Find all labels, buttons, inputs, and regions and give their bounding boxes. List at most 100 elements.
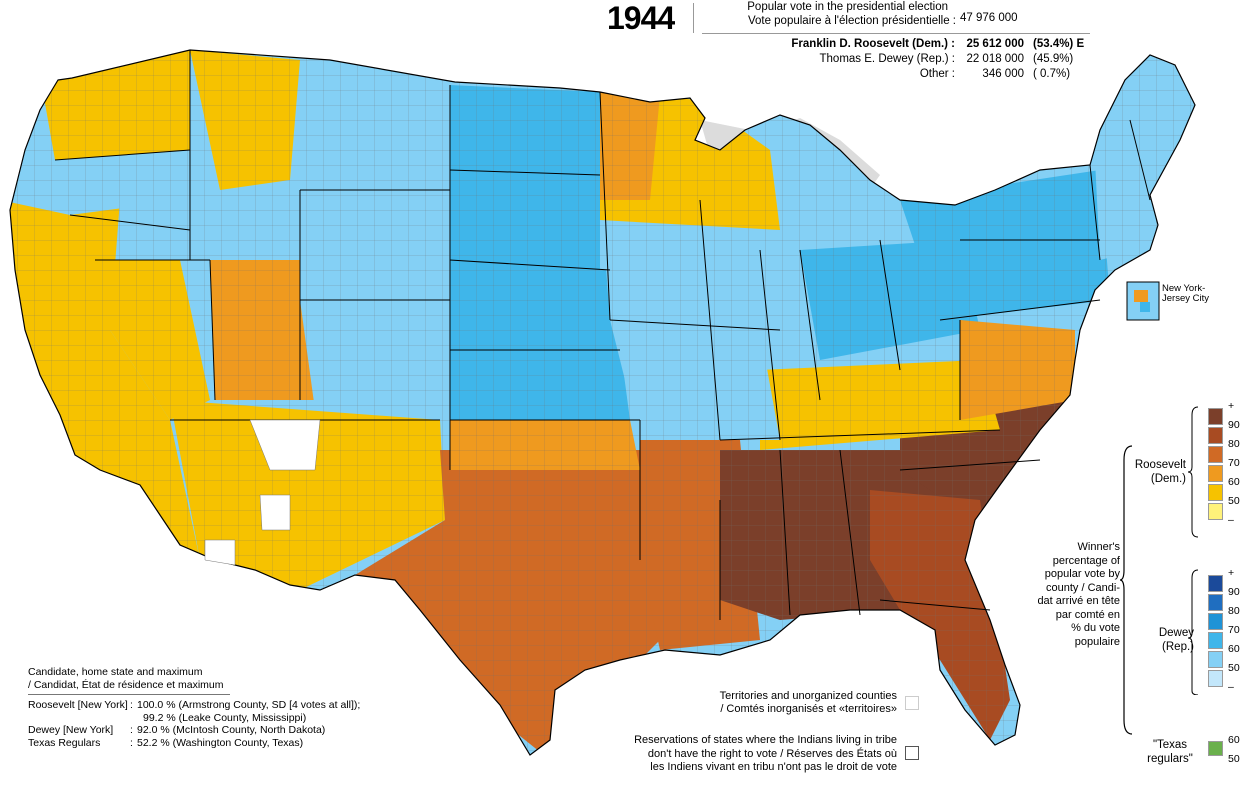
legend-caption-line: dat arrivé en tête <box>1037 595 1120 607</box>
maximum-value: 52.2 % (Washington County, Texas) <box>137 736 304 749</box>
result-votes: 25 612 000 <box>966 38 1024 50</box>
dewey-swatch <box>1208 670 1223 687</box>
roosevelt-legend-name: Roosevelt (Dem.) <box>1130 458 1186 486</box>
reservations-note: Reservations of states where the Indians… <box>560 734 897 775</box>
inset-label-line1: New York- <box>1162 283 1206 294</box>
reservations-note-line2: don't have the right to vote / Réserves … <box>647 747 897 760</box>
roosevelt-swatch <box>1208 446 1223 463</box>
dewey-swatch <box>1208 594 1223 611</box>
state-borders <box>54 50 1151 620</box>
maximum-value: 99.2 % (Leake County, Mississippi) <box>143 711 307 724</box>
maximum-value: 92.0 % (McIntosh County, North Dakota) <box>137 724 326 736</box>
dewey-tick: 70 <box>1228 624 1240 636</box>
roosevelt-swatch <box>1208 408 1223 425</box>
roosevelt-swatch <box>1208 465 1223 482</box>
result-row: Thomas E. Dewey (Rep.) : 22 018 000 (45.9%… <box>700 53 1100 68</box>
roosevelt-tick: 60 <box>1228 476 1240 488</box>
election-year: 1944 <box>607 0 675 36</box>
result-candidate: Thomas E. Dewey (Rep.) : <box>819 53 955 65</box>
reservations-note-line3: les Indiens vivant en tribu n'ont pas le… <box>650 761 897 773</box>
maximum-separator: : <box>130 699 133 711</box>
dewey-name-line1: Dewey <box>1158 627 1194 639</box>
roosevelt-tick: 80 <box>1228 438 1240 450</box>
legend-caption: Winner's percentage of popular vote by coun… <box>1010 541 1120 649</box>
roosevelt-tick: – <box>1228 514 1234 526</box>
roosevelt-swatch <box>1208 484 1223 501</box>
maximum-heading-line2: / Candidat, État de résidence et maximum <box>28 678 224 691</box>
dewey-tick: – <box>1228 681 1234 693</box>
maximum-separator: : <box>130 724 133 736</box>
result-candidate: Other : <box>919 68 955 80</box>
dewey-tick: + <box>1228 567 1235 579</box>
legend-caption-line: populaire <box>1074 635 1120 648</box>
result-row: Franklin D. Roosevelt (Dem.) : 25 612 000… <box>700 38 1100 53</box>
texas-regulars-tick: 50 <box>1228 753 1240 765</box>
result-votes: 22 018 000 <box>966 53 1024 65</box>
result-candidate: Franklin D. Roosevelt (Dem.) : <box>791 38 955 50</box>
roosevelt-tick: + <box>1228 400 1235 412</box>
party-braces <box>1188 406 1199 695</box>
territories-note: Territories and unorganized counties / C… <box>580 690 897 716</box>
legend-caption-line: percentage of <box>1052 554 1120 567</box>
legend-braces <box>1120 445 1133 735</box>
reservations-swatch <box>905 746 919 760</box>
result-row: Other : 346 000 ( 0.7%) <box>700 68 1100 83</box>
maximum-row: Roosevelt [New York]:100.0 % (Armstrong … <box>28 699 388 712</box>
dewey-legend-name: Dewey (Rep.) <box>1130 626 1194 654</box>
maximum-row: 99.2 % (Leake County, Mississippi) <box>28 712 388 725</box>
popular-vote-label-fr: Vote populaire à l'élection présidentiel… <box>747 15 956 27</box>
roosevelt-swatch <box>1208 427 1223 444</box>
maximum-row: Texas Regulars:52.2 % (Washington County… <box>28 737 388 750</box>
dewey-tick: 90 <box>1228 586 1240 598</box>
maximum-rule <box>28 694 230 695</box>
maximum-candidate: Texas Regulars <box>28 736 101 749</box>
legend-caption-line: par comté en <box>1055 608 1120 621</box>
texas-name-line1: "Texas <box>1152 739 1188 751</box>
texas-name-line2: regulars" <box>1147 753 1193 765</box>
legend-caption-line: % du vote <box>1071 622 1120 634</box>
territories-note-line2: / Comtés inorganisés et «territoires» <box>720 703 897 715</box>
maximum-value: 100.0 % (Armstrong County, SD [4 votes a… <box>137 699 361 711</box>
dewey-tick: 60 <box>1228 643 1240 655</box>
dewey-tick: 50 <box>1228 662 1240 674</box>
popular-vote-total: 47 976 000 <box>960 12 1018 24</box>
result-percent: (53.4%) E <box>1033 38 1085 50</box>
dewey-swatch <box>1208 575 1223 592</box>
territories-note-line1: Territories and unorganized counties <box>719 690 897 702</box>
maximum-candidate: Dewey [New York] <box>28 724 114 736</box>
legend-caption-line: popular vote by <box>1044 568 1120 580</box>
texas-regulars-legend-name: "Texas regulars" <box>1140 738 1200 766</box>
reservations-note-line1: Reservations of states where the Indians… <box>634 734 897 746</box>
result-percent: ( 0.7%) <box>1033 68 1071 80</box>
texas-regulars-swatch <box>1208 741 1223 756</box>
maximum-heading: Candidate, home state and maximum / Cand… <box>28 666 348 691</box>
dewey-swatch <box>1208 632 1223 649</box>
dewey-swatch <box>1208 613 1223 630</box>
year-divider <box>693 3 694 33</box>
legend-caption-line: county / Candi- <box>1046 581 1120 594</box>
inset-label: New York- Jersey City <box>1162 284 1209 304</box>
texas-regulars-tick: 60 <box>1228 734 1240 746</box>
maximum-row: Dewey [New York]:92.0 % (McIntosh County… <box>28 724 388 737</box>
maximum-candidate: Roosevelt [New York] <box>28 699 128 711</box>
popular-vote-label-en: Popular vote in the presidential electio… <box>747 1 948 13</box>
result-votes: 346 000 <box>982 68 1024 80</box>
header-rule <box>702 33 1090 34</box>
roosevelt-swatch <box>1208 503 1223 520</box>
dewey-name-line2: (Rep.) <box>1162 641 1194 653</box>
inset-label-line2: Jersey City <box>1162 293 1209 304</box>
roosevelt-name-line1: Roosevelt <box>1134 459 1186 471</box>
roosevelt-name-line2: (Dem.) <box>1150 473 1186 485</box>
dewey-swatch <box>1208 651 1223 668</box>
unorganized-areas <box>204 419 321 566</box>
roosevelt-tick: 70 <box>1228 457 1240 469</box>
roosevelt-tick: 90 <box>1228 419 1240 431</box>
maximum-separator: : <box>130 736 133 749</box>
dewey-tick: 80 <box>1228 605 1240 617</box>
territories-swatch <box>905 696 919 710</box>
result-percent: (45.9%) <box>1033 53 1074 65</box>
legend-caption-line: Winner's <box>1077 541 1120 553</box>
maximum-heading-line1: Candidate, home state and maximum <box>28 666 203 678</box>
roosevelt-tick: 50 <box>1228 495 1240 507</box>
